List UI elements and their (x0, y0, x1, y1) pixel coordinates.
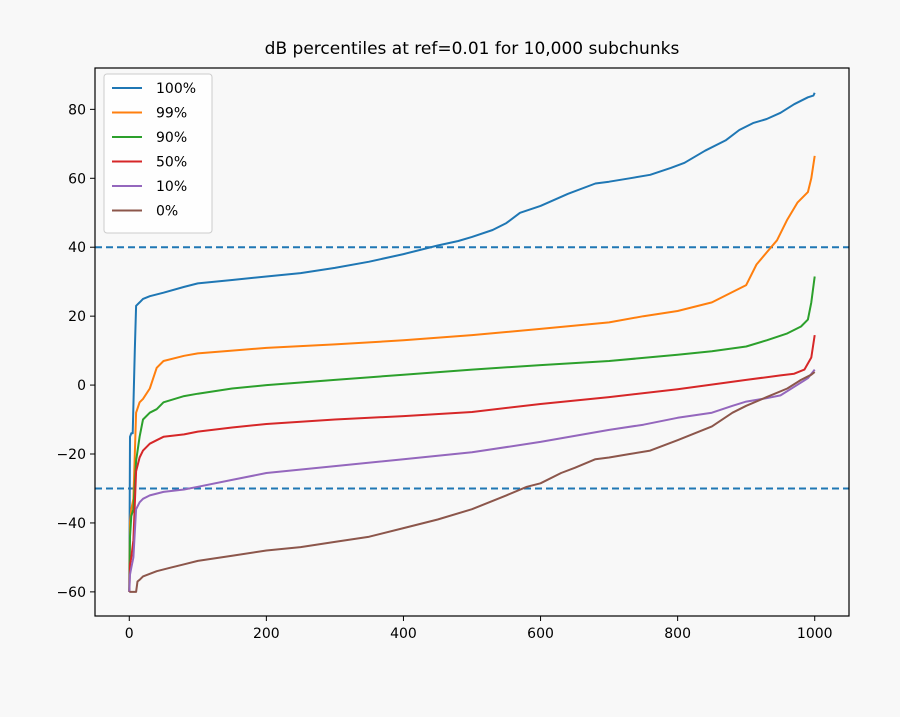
chart-title: dB percentiles at ref=0.01 for 10,000 su… (265, 39, 680, 59)
y-tick-label: −20 (56, 447, 86, 463)
x-tick-label: 1000 (797, 626, 833, 642)
legend-box (103, 73, 213, 234)
legend-label-3: 90% (156, 130, 187, 146)
legend-label-5: 10% (156, 179, 187, 195)
y-tick-label: 20 (68, 309, 86, 325)
legend-label-1: 100% (156, 81, 196, 97)
y-tick-label: 60 (68, 171, 86, 187)
series-line-3 (128, 276, 816, 592)
legend-label-2: 99% (156, 106, 187, 122)
series-line-4 (128, 334, 816, 592)
y-tick-label: −60 (56, 585, 86, 601)
y-tick-label: 0 (77, 378, 86, 394)
y-tick-label: 80 (68, 102, 86, 118)
x-tick-label: 0 (125, 626, 134, 642)
series-line-6 (129, 371, 816, 593)
legend-label-4: 50% (156, 155, 187, 171)
plot-frame (94, 67, 850, 617)
x-tick-label: 800 (664, 626, 691, 642)
x-tick-label: 400 (390, 626, 417, 642)
series-line-2 (128, 155, 816, 592)
series-line-1 (128, 92, 816, 592)
x-tick-label: 200 (253, 626, 280, 642)
x-tick-label: 600 (527, 626, 554, 642)
series-line-5 (128, 368, 816, 592)
legend-label-6: 0% (156, 204, 178, 220)
y-tick-label: 40 (68, 240, 86, 256)
y-tick-label: −40 (56, 516, 86, 532)
plot-area (95, 68, 849, 616)
